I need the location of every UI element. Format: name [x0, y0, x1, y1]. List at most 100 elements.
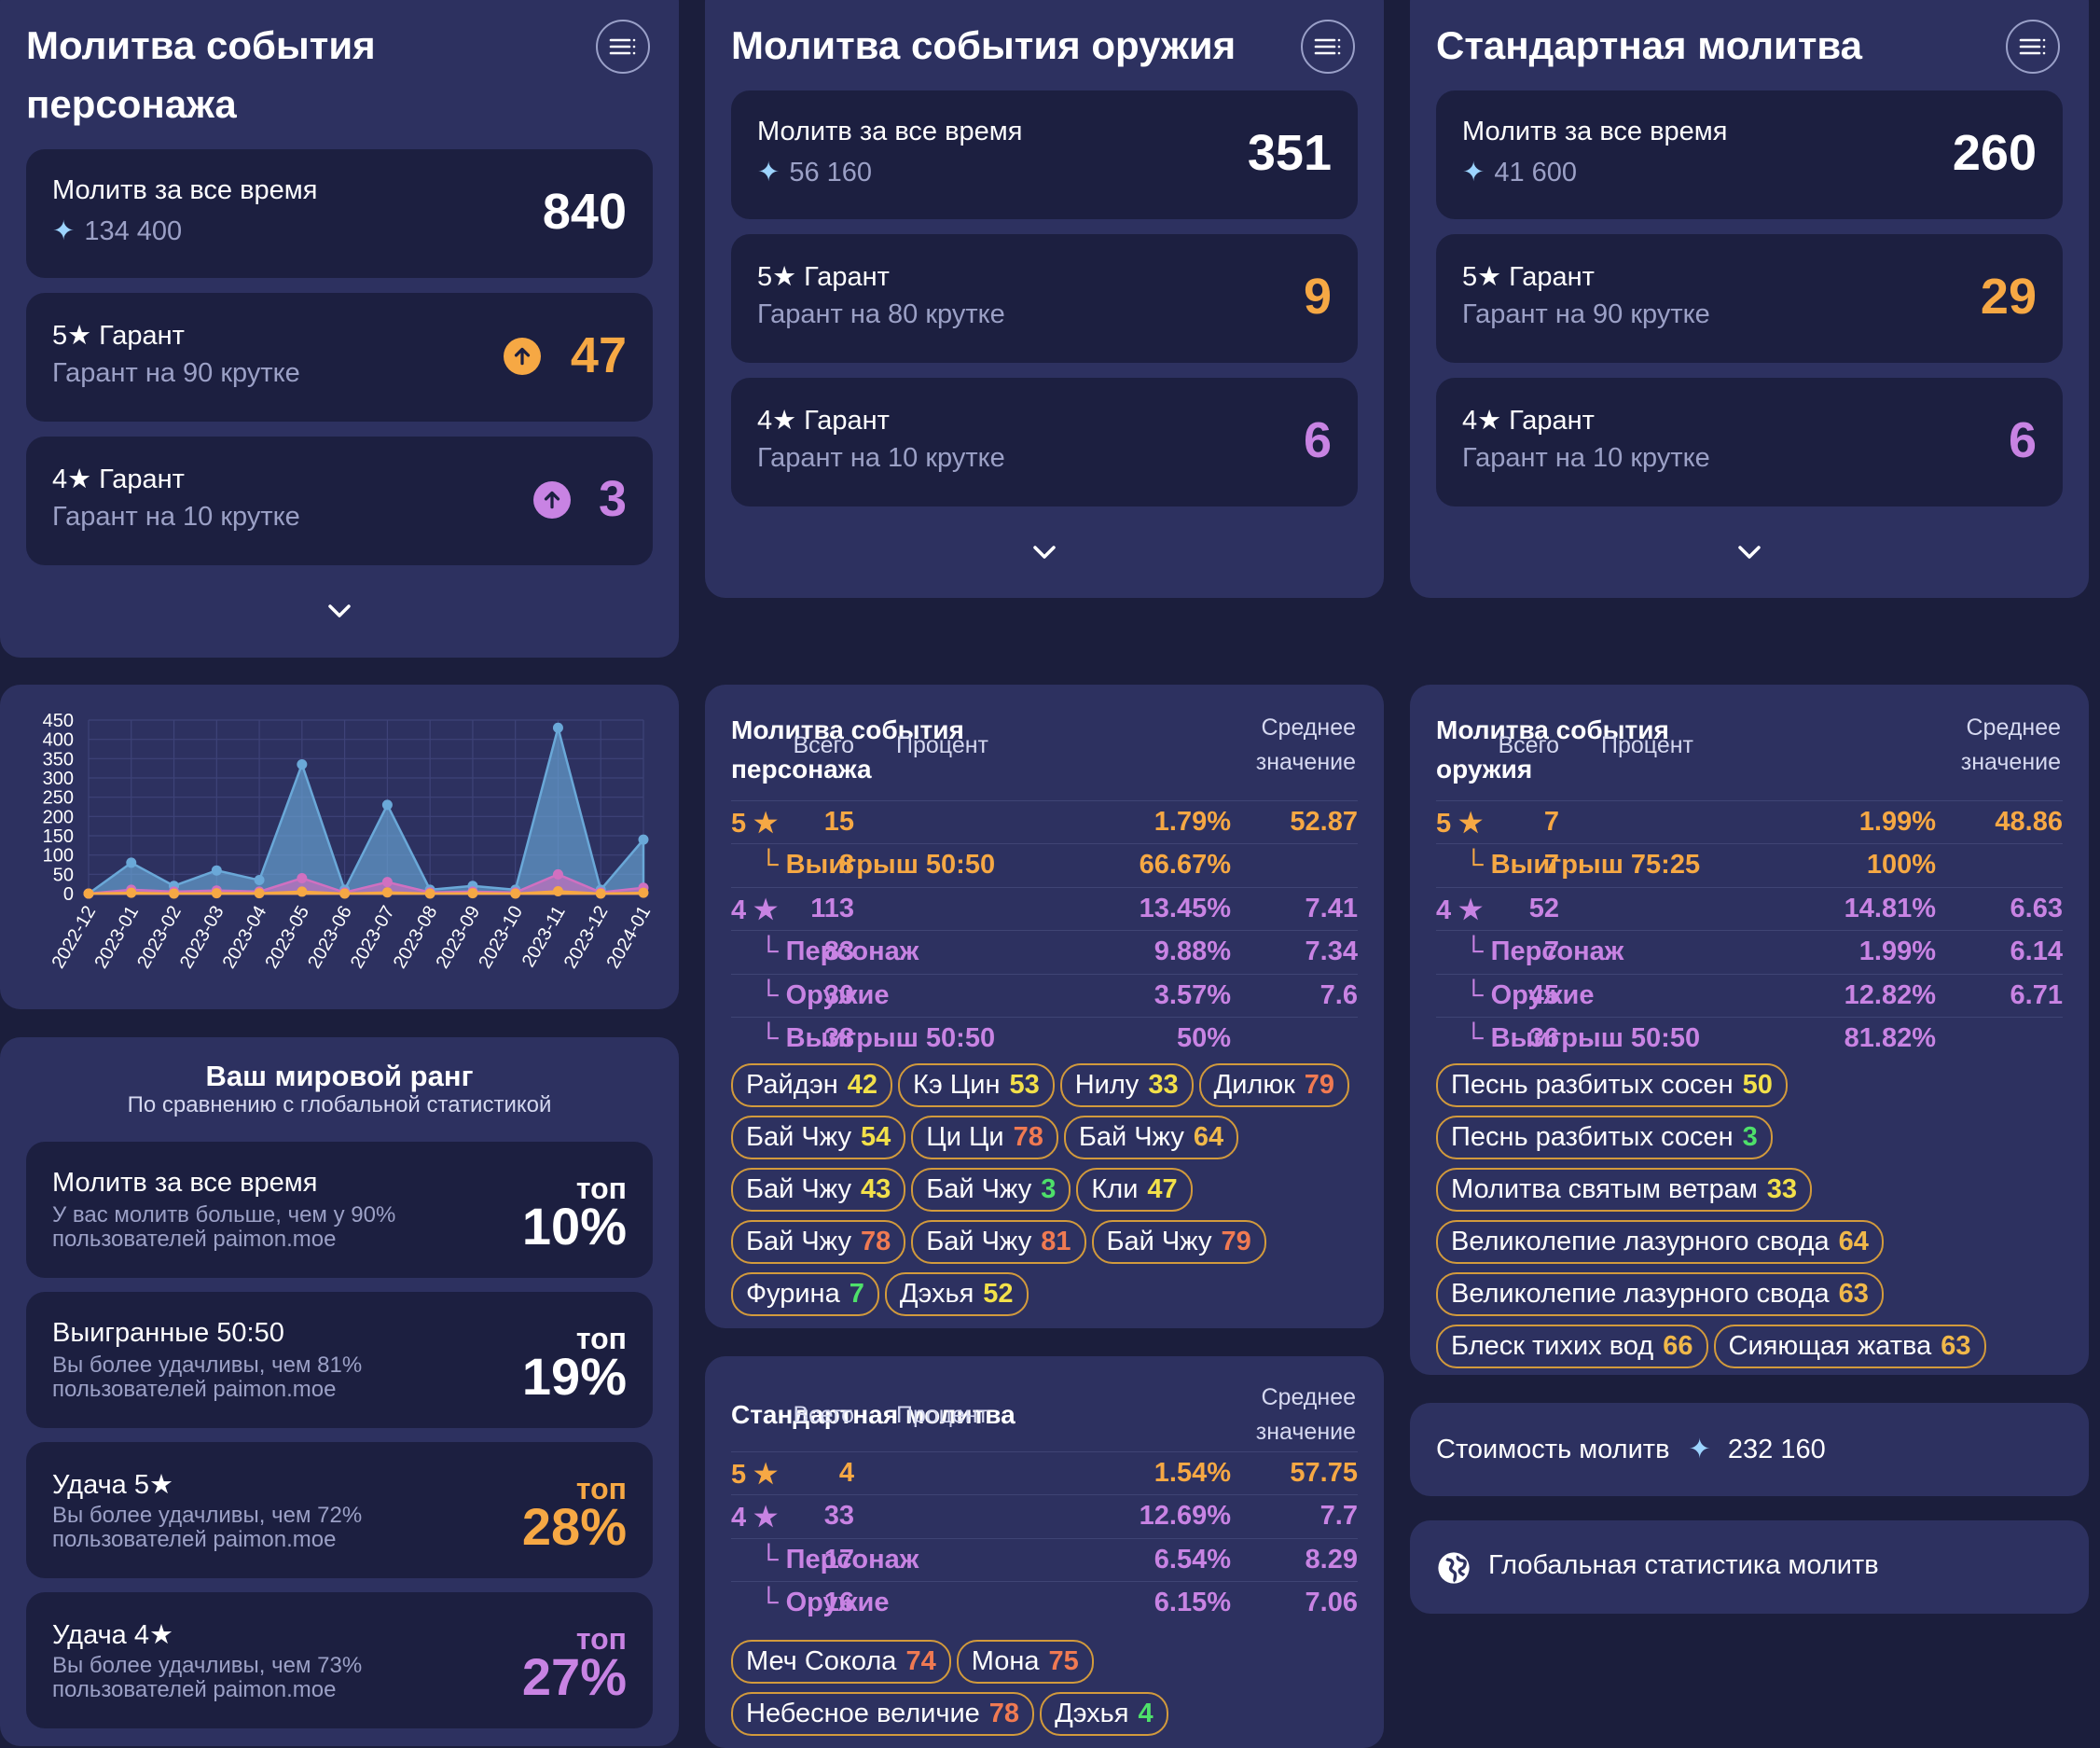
five-star-label: 5★ Гарант — [52, 321, 185, 351]
data-point — [424, 888, 435, 899]
data-point — [638, 834, 649, 845]
row-percent: 1.79% — [1154, 807, 1231, 837]
rank-item: Удача 4★ Вы более удачливы, чем 73% польз… — [26, 1592, 653, 1728]
banner-card-weapon: Молитва события оружия Молитв за все вре… — [705, 0, 1384, 598]
chevron-down-icon[interactable] — [326, 603, 352, 619]
chevron-down-icon[interactable] — [1031, 544, 1057, 561]
pull-pill: Бай Чжу 81 — [911, 1220, 1086, 1264]
table-row: └ Персонаж 7 1.99% 6.14 — [1436, 930, 2063, 973]
pill-count: 79 — [1304, 1070, 1335, 1100]
row-total: 7 — [1543, 807, 1559, 837]
global-stats-link[interactable]: Глобальная статистика молитв — [1410, 1520, 2089, 1614]
row-total: 30 — [823, 979, 854, 1010]
col-percent: Процент — [896, 732, 988, 758]
y-tick-label: 400 — [43, 730, 74, 751]
col-total: Всего — [1498, 732, 1559, 758]
table-row: └ Выигрыш 75:25 7 100% — [1436, 843, 2063, 886]
row-total: 8 — [838, 850, 854, 881]
pill-name: Бай Чжу — [746, 1122, 851, 1152]
row-label: └ Персонаж — [759, 1544, 919, 1575]
col-average: Среднее значение — [1960, 714, 2061, 775]
y-tick-label: 300 — [43, 769, 74, 789]
pill-name: Мона — [971, 1646, 1040, 1676]
chevron-down-icon[interactable] — [1736, 544, 1762, 561]
row-average: 7.06 — [1305, 1588, 1358, 1618]
row-percent: 81.82% — [1844, 1023, 1936, 1053]
pull-pill: Дэхья 52 — [884, 1272, 1029, 1316]
five-star-pity-box: 5★ Гарант Гарант на 90 крутке 47 — [26, 293, 653, 422]
menu-button[interactable] — [2006, 20, 2060, 74]
pull-pills: Меч Сокола 74 Мона 75 Небесное величие 78 Дэхь… — [731, 1640, 1358, 1744]
five-star-value: 29 — [1980, 269, 2037, 325]
pill-count: 63 — [1941, 1331, 1971, 1361]
pill-name: Небесное величие — [746, 1699, 980, 1728]
pill-name: Дэхья — [1055, 1699, 1129, 1728]
row-label: └ Выигрыш 75:25 — [1464, 850, 1701, 881]
total-pulls-box: Молитв за все время ✦ 56 160 351 — [731, 90, 1358, 219]
row-percent: 6.54% — [1154, 1544, 1231, 1575]
pill-name: Великолепие лазурного свода — [1451, 1279, 1830, 1309]
data-point — [552, 722, 563, 733]
pill-count: 63 — [1838, 1279, 1869, 1309]
row-percent: 1.99% — [1858, 807, 1936, 837]
row-average: 6.63 — [2010, 893, 2063, 923]
col-percent: Процент — [896, 1402, 988, 1428]
pill-count: 64 — [1193, 1122, 1224, 1152]
pill-count: 43 — [860, 1174, 891, 1204]
banner-title: Стандартная молитва — [1436, 23, 1863, 67]
global-stats-label: Глобальная статистика молитв — [1488, 1550, 1879, 1580]
total-value: 260 — [1952, 125, 2037, 181]
pull-pill: Бай Чжу 54 — [731, 1116, 906, 1159]
y-tick-label: 100 — [43, 846, 74, 867]
data-point — [126, 887, 137, 898]
five-star-pity-box: 5★ Гарант Гарант на 80 крутке 9 — [731, 234, 1358, 363]
rank-item: Выигранные 50:50 Вы более удачливы, чем 8… — [26, 1292, 653, 1428]
pull-pill: Райдэн 42 — [731, 1063, 893, 1107]
pill-count: 64 — [1838, 1227, 1869, 1256]
row-average: 7.6 — [1319, 979, 1358, 1010]
four-star-pity-box: 4★ Гарант Гарант на 10 крутке 6 — [1436, 378, 2063, 506]
data-point — [510, 888, 521, 899]
banner-title: Молитва события персонажа — [26, 23, 376, 126]
row-average: 6.14 — [2010, 936, 2063, 967]
y-tick-label: 150 — [43, 826, 74, 847]
rank-label: Выигранные 50:50 — [52, 1318, 284, 1348]
pill-count: 54 — [860, 1122, 891, 1152]
pill-name: Блеск тихих вод — [1451, 1331, 1654, 1361]
pill-count: 79 — [1221, 1227, 1251, 1256]
cost-row: Стоимость молитв ✦ 232 160 — [1436, 1433, 1826, 1465]
row-percent: 3.57% — [1154, 979, 1231, 1010]
col-total: Всего — [793, 1402, 854, 1428]
data-point — [638, 887, 649, 898]
primogem-icon: ✦ — [1462, 158, 1485, 187]
stats-table-standard: Стандартная молитва Всего Процент Средне… — [705, 1356, 1384, 1748]
pull-pill: Бай Чжу 3 — [911, 1168, 1071, 1212]
pill-name: Ци Ци — [926, 1122, 1004, 1152]
row-label: └ Оружие — [1464, 979, 1595, 1010]
row-percent: 9.88% — [1154, 936, 1231, 967]
pill-name: Бай Чжу — [926, 1227, 1032, 1256]
pill-count: 33 — [1148, 1070, 1179, 1100]
rank-top-value: топ 28% — [521, 1472, 627, 1556]
menu-icon — [1314, 38, 1341, 55]
pull-pill: Бай Чжу 78 — [731, 1220, 906, 1264]
rank-description: Вы более удачливы, чем 73% пользователей… — [52, 1653, 363, 1702]
four-star-label: 4★ Гарант — [52, 465, 185, 494]
pill-count: 50 — [1742, 1070, 1773, 1100]
menu-button[interactable] — [596, 20, 650, 74]
row-percent: 13.45% — [1139, 893, 1231, 923]
rank-label: Молитв за все время — [52, 1168, 318, 1198]
pill-name: Песнь разбитых сосен — [1451, 1122, 1734, 1152]
col-average: Среднее значение — [1255, 1384, 1356, 1445]
table-title: Стандартная молитва — [731, 1400, 1015, 1429]
row-total: 15 — [823, 807, 854, 837]
row-percent: 1.54% — [1154, 1458, 1231, 1488]
five-star-pity-box: 5★ Гарант Гарант на 90 крутке 29 — [1436, 234, 2063, 363]
rank-label: Удача 5★ — [52, 1470, 173, 1500]
row-total: 33 — [823, 1501, 854, 1532]
data-point — [595, 888, 606, 899]
menu-button[interactable] — [1301, 20, 1355, 74]
total-value: 351 — [1247, 125, 1332, 181]
row-total: 17 — [823, 1544, 854, 1575]
rank-subtitle: По сравнению с глобальной статистикой — [127, 1092, 552, 1117]
